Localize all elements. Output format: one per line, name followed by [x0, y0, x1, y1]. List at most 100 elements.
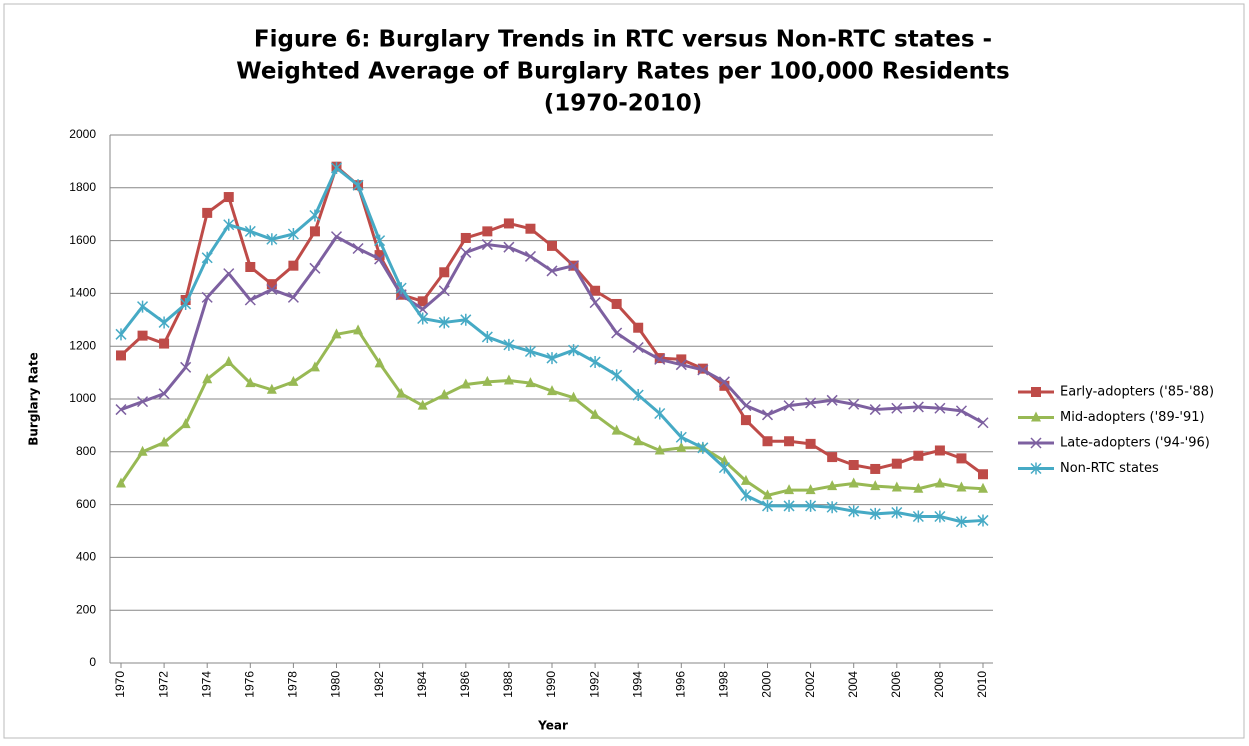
marker: [159, 338, 170, 349]
marker-shape: [331, 328, 342, 339]
marker: [719, 380, 730, 391]
x-tick-label: 2000: [760, 671, 774, 698]
marker: [718, 461, 730, 474]
marker: [891, 506, 903, 519]
marker-shape: [546, 265, 558, 277]
marker-shape: [568, 344, 580, 357]
marker: [955, 405, 967, 417]
marker: [784, 436, 795, 447]
marker-shape: [352, 179, 364, 192]
marker: [460, 313, 472, 326]
marker-shape: [417, 399, 428, 410]
marker-shape: [718, 376, 730, 388]
marker: [438, 316, 450, 329]
marker: [137, 396, 149, 408]
marker-shape: [158, 316, 170, 329]
marker-shape: [761, 409, 774, 421]
marker-shape: [827, 480, 838, 491]
marker: [503, 338, 515, 351]
marker: [1030, 437, 1042, 449]
marker: [180, 361, 192, 373]
marker: [115, 328, 127, 341]
marker-shape: [309, 209, 321, 222]
marker: [309, 262, 321, 274]
marker: [805, 438, 816, 449]
marker: [654, 353, 666, 365]
marker-shape: [611, 369, 623, 382]
marker: [503, 241, 515, 253]
marker: [589, 356, 601, 369]
marker: [848, 477, 859, 488]
marker: [201, 251, 213, 264]
marker-shape: [762, 489, 773, 500]
marker-shape: [374, 250, 385, 261]
marker: [137, 330, 148, 341]
marker-shape: [374, 357, 385, 368]
marker: [848, 398, 860, 410]
marker-shape: [675, 431, 687, 444]
marker-shape: [137, 300, 149, 313]
marker-shape: [913, 482, 924, 493]
marker-shape: [848, 477, 859, 488]
marker: [676, 354, 687, 365]
chart-title: Figure 6: Burglary Trends in RTC versus …: [254, 27, 992, 53]
legend-label: Non-RTC states: [1060, 461, 1159, 476]
y-tick-label: 1800: [69, 180, 96, 194]
marker-shape: [956, 453, 967, 464]
marker-shape: [891, 458, 902, 469]
marker-shape: [438, 316, 450, 329]
marker: [934, 402, 946, 414]
marker: [761, 409, 774, 421]
marker: [417, 399, 428, 410]
marker-shape: [244, 225, 256, 238]
marker-shape: [978, 482, 988, 493]
marker-shape: [978, 469, 988, 480]
marker: [417, 296, 428, 307]
x-tick-label: 1998: [717, 671, 731, 698]
marker: [546, 265, 558, 277]
marker: [870, 463, 881, 474]
marker: [503, 374, 514, 385]
marker-shape: [525, 223, 536, 234]
marker-shape: [611, 298, 622, 309]
marker-shape: [439, 389, 450, 400]
marker-shape: [977, 417, 989, 429]
marker: [934, 510, 946, 523]
marker-shape: [266, 279, 277, 290]
marker: [503, 218, 514, 229]
marker: [159, 436, 170, 447]
marker: [201, 291, 213, 303]
marker: [848, 505, 860, 518]
marker-shape: [460, 232, 471, 243]
marker-shape: [202, 207, 213, 218]
marker: [287, 228, 299, 240]
marker-shape: [201, 291, 213, 303]
marker: [374, 250, 385, 261]
marker-shape: [116, 477, 126, 488]
x-tick-label: 1978: [286, 671, 300, 698]
x-tick-label: 1986: [458, 671, 472, 698]
y-tick-label: 400: [76, 550, 96, 564]
marker-shape: [116, 350, 126, 361]
marker: [460, 378, 471, 389]
marker-shape: [632, 389, 644, 402]
chart-title: Weighted Average of Burglary Rates per 1…: [236, 59, 1009, 85]
marker-shape: [719, 380, 730, 391]
marker: [116, 477, 126, 488]
marker-shape: [654, 407, 666, 420]
marker-shape: [352, 242, 364, 255]
marker: [848, 460, 859, 470]
y-tick-label: 2000: [69, 127, 96, 141]
marker-shape: [417, 312, 429, 325]
marker-shape: [633, 435, 644, 446]
marker: [654, 407, 666, 420]
marker: [934, 445, 945, 456]
marker: [611, 327, 623, 339]
y-axis-label: Burglary Rate: [27, 352, 41, 446]
marker-shape: [309, 226, 320, 237]
chart-title: (1970-2010): [544, 91, 703, 117]
x-tick-label: 1992: [587, 671, 601, 698]
marker: [352, 242, 364, 255]
marker: [245, 262, 256, 272]
marker: [266, 383, 277, 394]
